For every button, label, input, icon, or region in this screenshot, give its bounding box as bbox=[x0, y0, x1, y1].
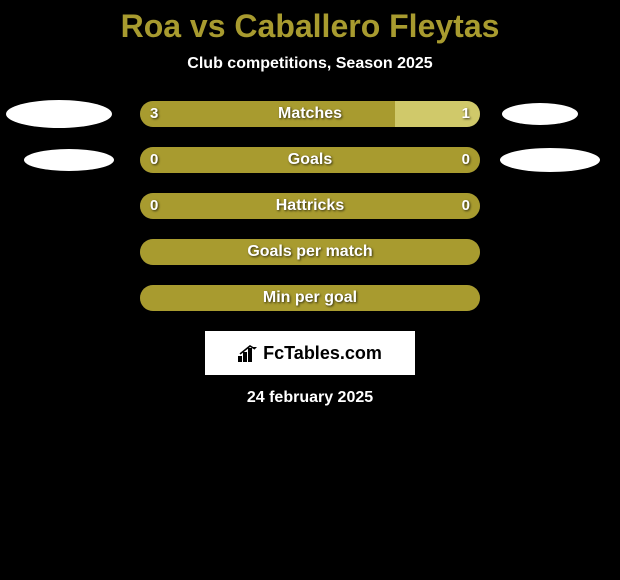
stat-row: Goals per match bbox=[0, 239, 620, 265]
stats-rows: Matches31Goals00Hattricks00Goals per mat… bbox=[0, 101, 620, 311]
stat-label: Min per goal bbox=[140, 285, 480, 311]
stat-value-left: 3 bbox=[150, 101, 158, 127]
logo-box: FcTables.com bbox=[205, 331, 415, 375]
logo: FcTables.com bbox=[238, 343, 382, 364]
stat-value-left: 0 bbox=[150, 193, 158, 219]
stat-value-right: 1 bbox=[462, 101, 470, 127]
stat-bar: Min per goal bbox=[140, 285, 480, 311]
stat-bar: Goals per match bbox=[140, 239, 480, 265]
stat-value-right: 0 bbox=[462, 193, 470, 219]
stat-label: Goals per match bbox=[140, 239, 480, 265]
stat-bar: Hattricks0 0 bbox=[140, 193, 480, 219]
stat-label: Matches bbox=[140, 101, 480, 127]
player-oval-left bbox=[6, 100, 112, 128]
stat-row: Matches3 1 bbox=[0, 101, 620, 127]
stat-value-right: 0 bbox=[462, 147, 470, 173]
chart-icon bbox=[238, 344, 260, 362]
player-oval-right bbox=[500, 148, 600, 172]
player-oval-right bbox=[502, 103, 578, 125]
stat-row: Goals0 0 bbox=[0, 147, 620, 173]
stat-label: Hattricks bbox=[140, 193, 480, 219]
player-oval-left bbox=[24, 149, 114, 171]
subtitle: Club competitions, Season 2025 bbox=[0, 55, 620, 73]
stat-row: Min per goal bbox=[0, 285, 620, 311]
stat-bar: Matches3 1 bbox=[140, 101, 480, 127]
stat-row: Hattricks0 0 bbox=[0, 193, 620, 219]
date-text: 24 february 2025 bbox=[0, 389, 620, 407]
stat-bar: Goals0 0 bbox=[140, 147, 480, 173]
logo-text: FcTables.com bbox=[263, 343, 382, 364]
stat-label: Goals bbox=[140, 147, 480, 173]
stat-value-left: 0 bbox=[150, 147, 158, 173]
page-title: Roa vs Caballero Fleytas bbox=[0, 0, 620, 45]
